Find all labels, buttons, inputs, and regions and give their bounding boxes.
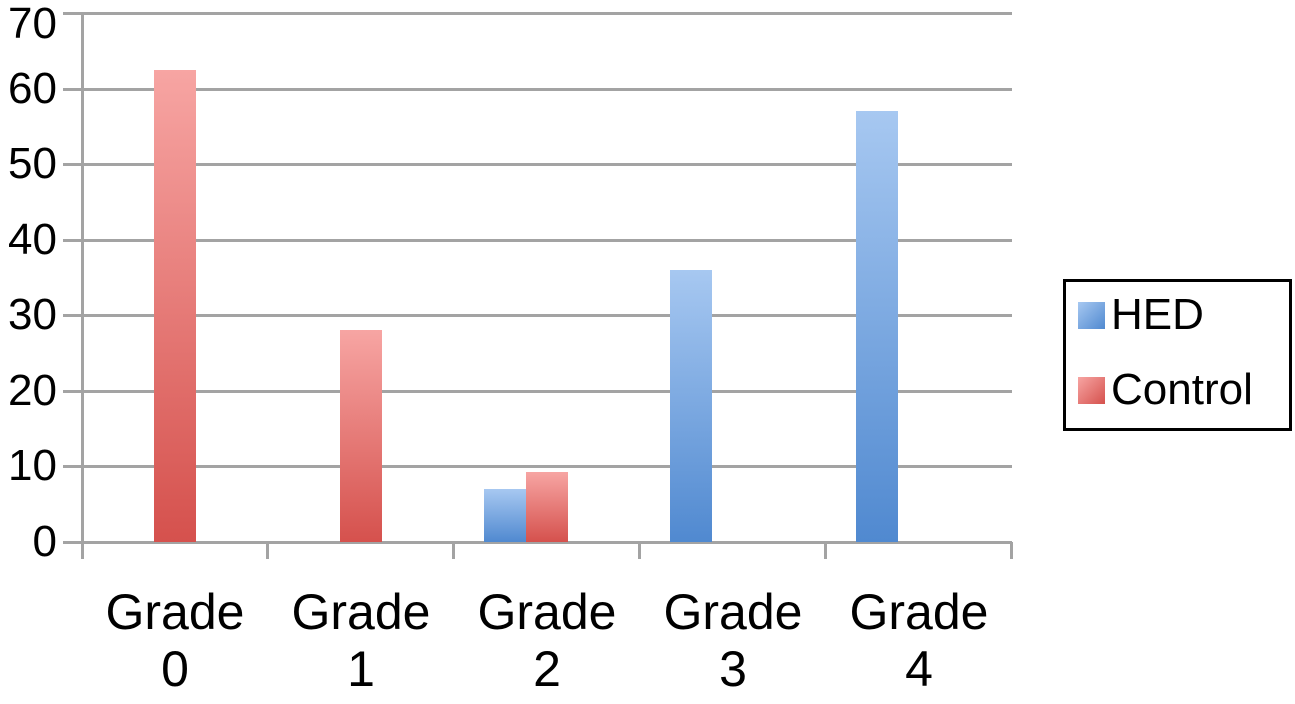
y-axis-line	[81, 13, 84, 559]
bar-control-grade-2	[526, 472, 568, 542]
y-tick-label-70: 70	[8, 0, 57, 48]
y-tick-label-50: 50	[8, 139, 57, 188]
x-label-line2: 3	[719, 641, 747, 697]
legend-label-control: Control	[1111, 365, 1253, 414]
y-tick-label-0: 0	[32, 517, 57, 566]
x-axis-tick	[452, 542, 455, 559]
x-label-line1: Grade	[105, 584, 245, 640]
y-tick-label-60: 60	[8, 64, 57, 113]
y-gridline-10	[63, 465, 1012, 468]
y-gridline-30	[63, 314, 1012, 317]
x-label-line2: 4	[905, 641, 933, 697]
x-axis-tick	[638, 542, 641, 559]
legend-item-hed: HED	[1078, 290, 1281, 339]
y-tick-label-30: 30	[8, 290, 57, 339]
legend-swatch-hed	[1078, 301, 1105, 329]
legend: HED Control	[1063, 279, 1292, 431]
y-gridline-60	[63, 88, 1012, 91]
x-category-label-grade-2: Grade 2	[454, 584, 640, 698]
x-label-line2: 0	[161, 641, 189, 697]
legend-item-control: Control	[1078, 365, 1281, 414]
x-axis-tick	[1010, 542, 1013, 559]
bar-hed-grade-2	[484, 489, 526, 542]
legend-swatch-control	[1078, 376, 1105, 404]
y-gridline-20	[63, 390, 1012, 393]
x-label-line1: Grade	[663, 584, 803, 640]
x-label-line1: Grade	[849, 584, 989, 640]
bar-control-grade-0	[154, 70, 196, 542]
x-label-line1: Grade	[477, 584, 617, 640]
legend-label-hed: HED	[1111, 290, 1204, 339]
x-label-line2: 2	[533, 641, 561, 697]
x-label-line2: 1	[347, 641, 375, 697]
y-tick-label-20: 20	[8, 366, 57, 415]
y-tick-label-40: 40	[8, 215, 57, 264]
y-gridline-0	[63, 541, 1012, 544]
y-tick-label-10: 10	[8, 441, 57, 490]
bar-hed-grade-3	[670, 270, 712, 542]
y-gridline-50	[63, 163, 1012, 166]
x-category-label-grade-1: Grade 1	[268, 584, 454, 698]
bar-hed-grade-4	[856, 111, 898, 542]
bar-control-grade-1	[340, 330, 382, 542]
x-category-label-grade-0: Grade 0	[82, 584, 268, 698]
y-gridline-70	[63, 12, 1012, 15]
x-category-label-grade-3: Grade 3	[640, 584, 826, 698]
x-axis-tick	[266, 542, 269, 559]
y-gridline-40	[63, 239, 1012, 242]
x-category-label-grade-4: Grade 4	[826, 584, 1012, 698]
x-label-line1: Grade	[291, 584, 431, 640]
x-axis-tick	[824, 542, 827, 559]
